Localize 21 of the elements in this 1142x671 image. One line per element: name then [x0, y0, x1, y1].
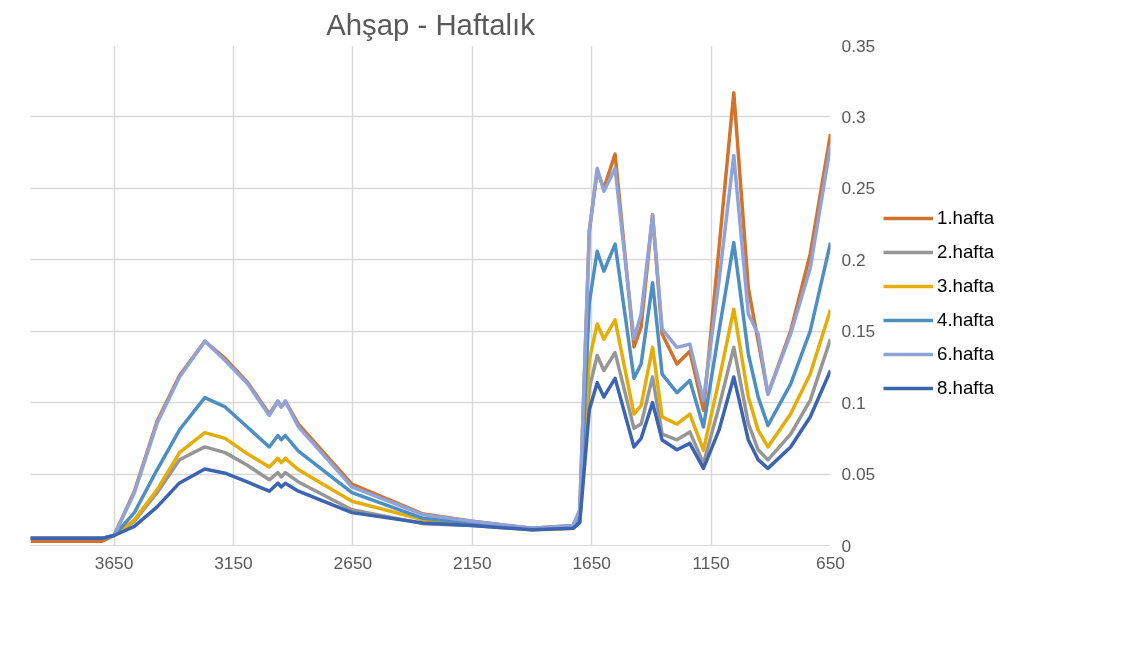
x-tick-label: 2150 [453, 552, 492, 573]
x-tick-label: 3650 [94, 552, 134, 573]
legend-label: 3.hafta [937, 274, 995, 297]
x-tick-label: 1650 [572, 552, 611, 573]
legend-label: 4.hafta [937, 308, 995, 331]
legend-label: 2.hafta [937, 240, 995, 263]
legend-label: 6.hafta [937, 342, 995, 365]
chart-title: Ahşap - Haftalık [326, 7, 536, 41]
legend-label: 8.hafta [937, 376, 995, 399]
x-tick-label: 2650 [333, 552, 373, 573]
line-series [30, 368, 831, 541]
y-tick-label: 0.3 [841, 106, 866, 127]
x-tick-label: 3150 [214, 552, 253, 573]
y-tick-label: 0.15 [841, 321, 876, 342]
y-tick-label: 0.2 [841, 249, 866, 270]
x-tick-label: 1150 [692, 552, 730, 573]
legend-label: 1.hafta [937, 206, 995, 229]
y-tick-label: 0.1 [841, 392, 866, 413]
y-tick-label: 0.25 [841, 178, 876, 199]
y-tick-label: 0.35 [841, 35, 876, 56]
y-tick-label: 0.05 [841, 464, 876, 485]
